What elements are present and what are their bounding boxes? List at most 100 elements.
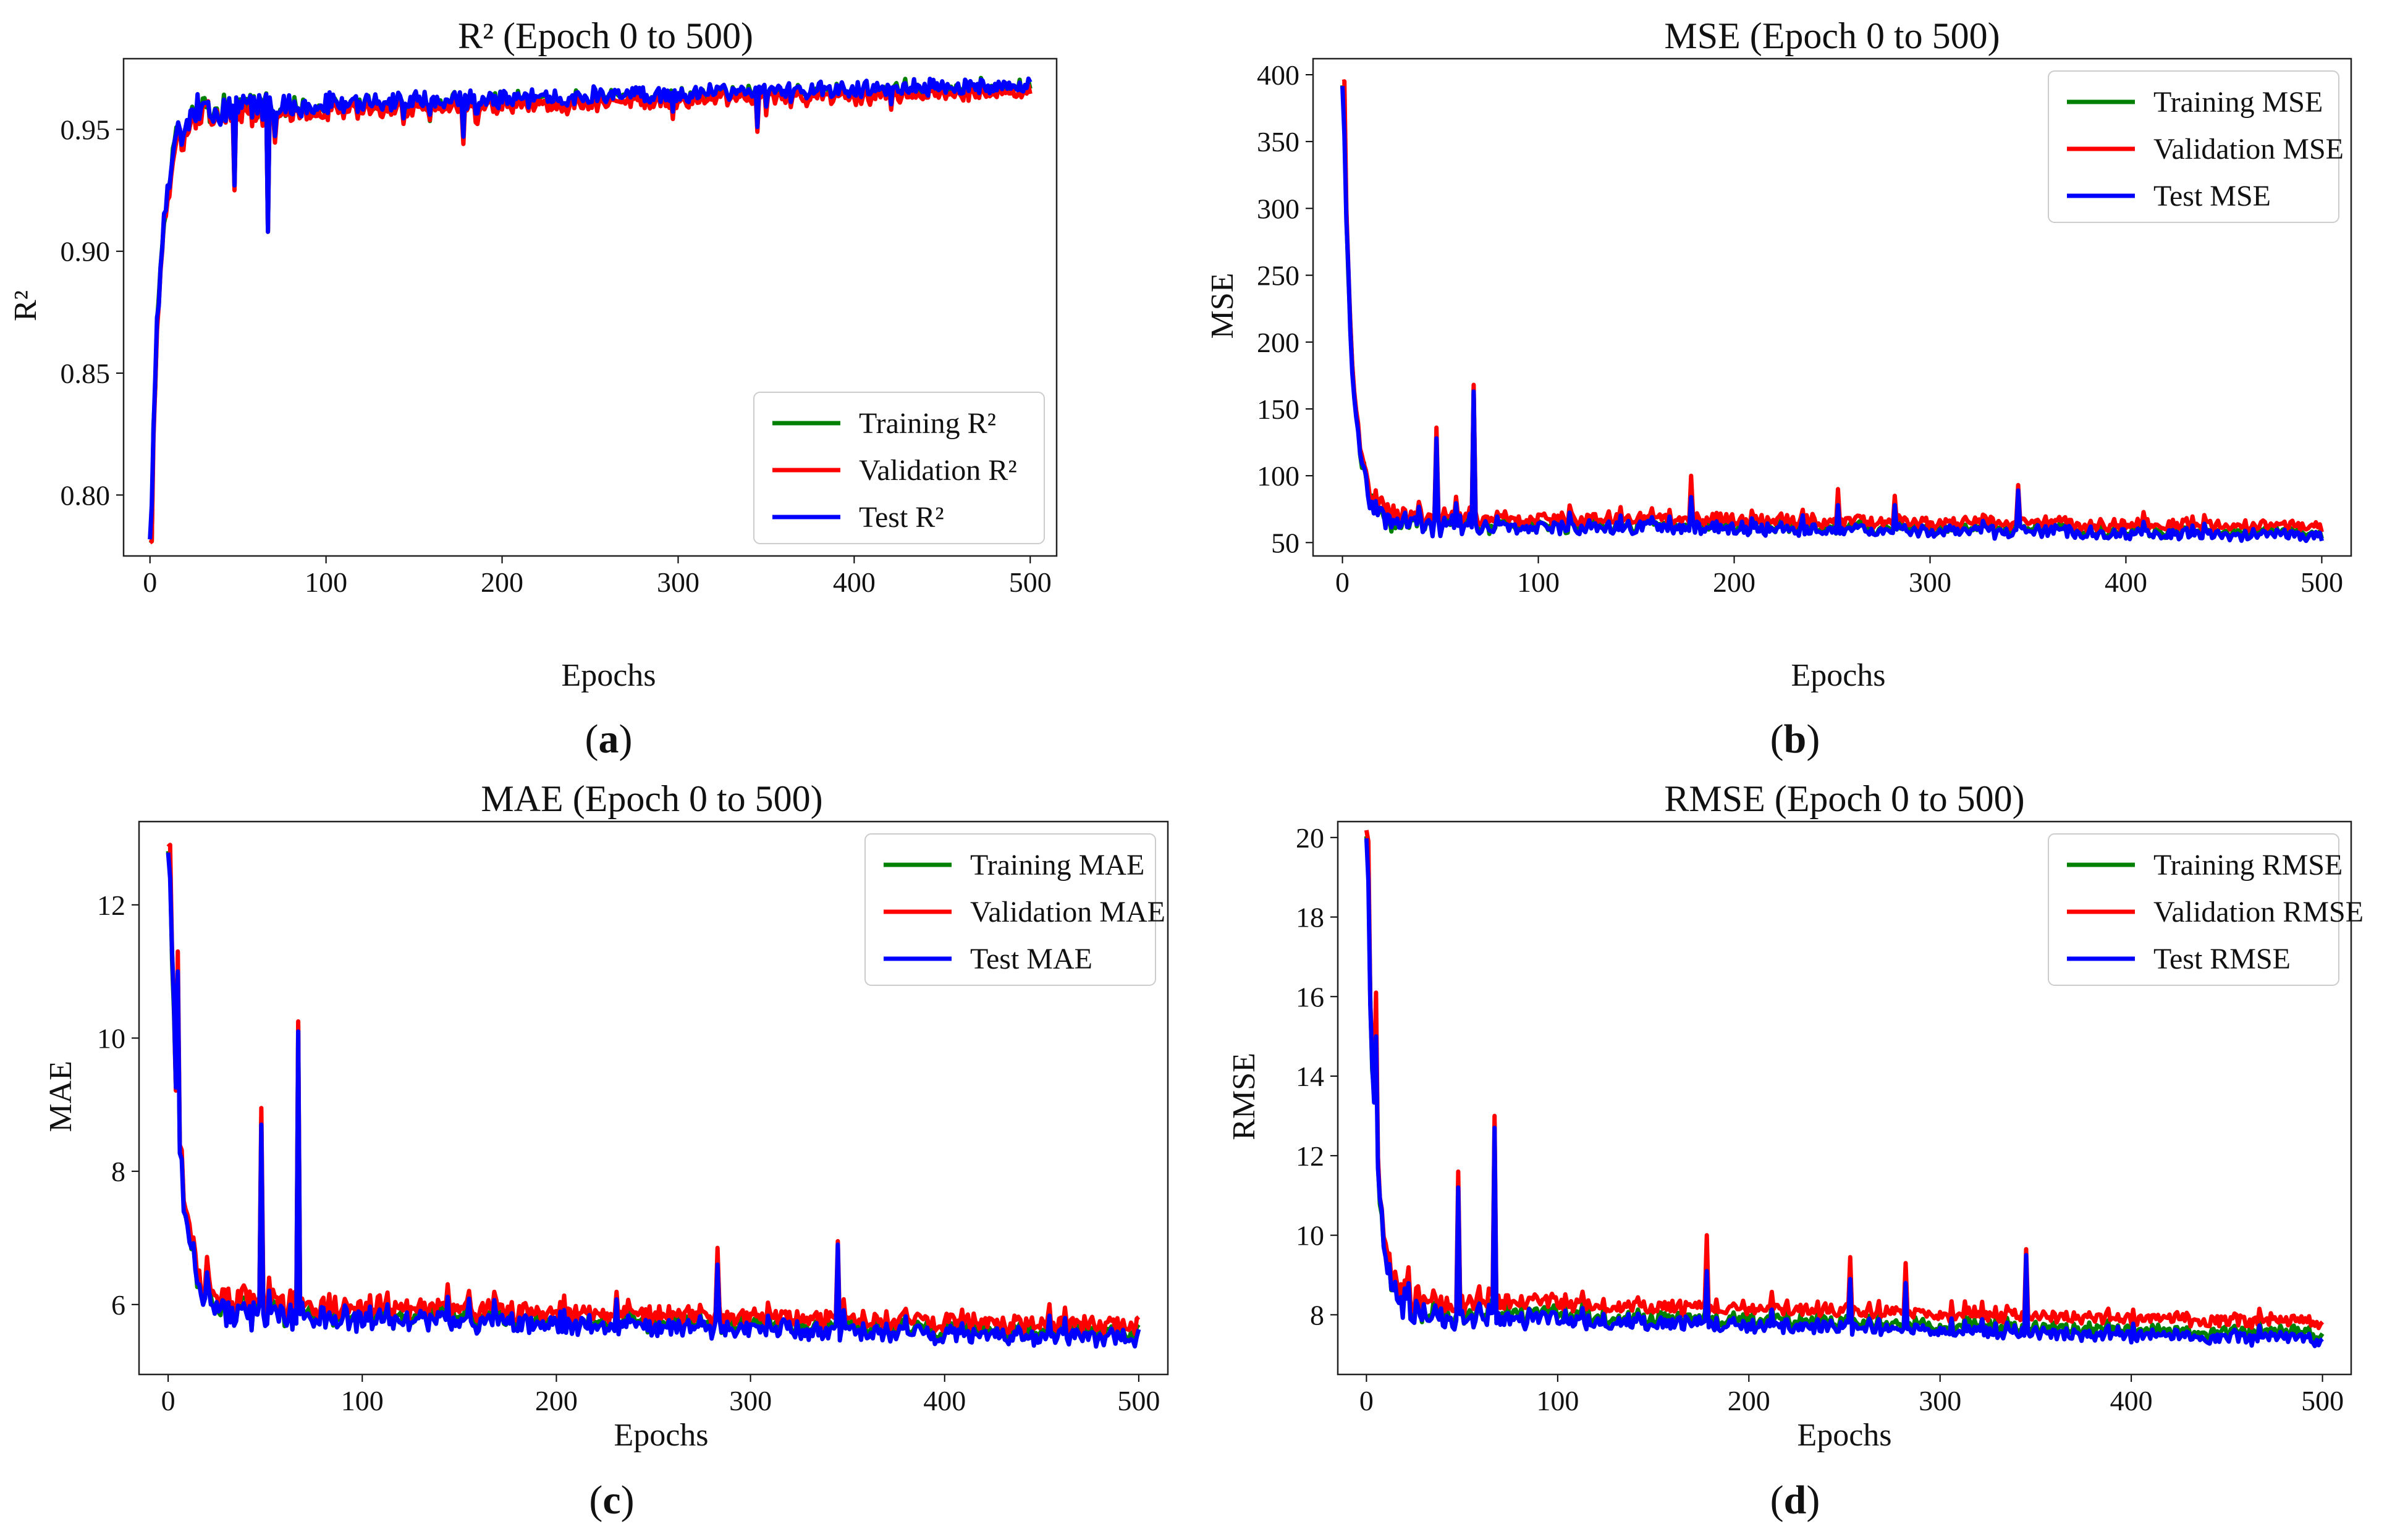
x-tick-label: 100 (341, 1385, 384, 1416)
y-tick-label: 250 (1257, 260, 1299, 292)
x-tick-label: 400 (2110, 1385, 2153, 1416)
panel-label-open-paren: ( (1770, 1478, 1784, 1523)
legend-entry: Validation RMSE (2153, 896, 2364, 928)
y-tick-label: 10 (1296, 1220, 1324, 1252)
x-tick-label: 100 (1517, 566, 1560, 598)
panel-label-close-paren: ) (1806, 717, 1820, 762)
panel-label-close-paren: ) (1806, 1478, 1820, 1523)
y-tick-label: 0.80 (61, 479, 111, 511)
x-tick-label: 500 (2300, 566, 2343, 598)
x-tick-label: 300 (1909, 566, 1951, 598)
series-line-test-mse (1340, 86, 2324, 544)
y-tick-label: 300 (1257, 193, 1299, 224)
legend-box (753, 392, 1045, 544)
legend-entry: Validation MSE (2153, 133, 2344, 166)
y-tick-label: 8 (111, 1156, 125, 1187)
y-tick-label: 0.95 (61, 114, 111, 145)
y-tick-label: 350 (1257, 126, 1299, 158)
x-tick-label: 400 (833, 566, 876, 598)
legend: Training RMSE Validation RMSE Test RMSE (2048, 833, 2364, 986)
y-tick-label: 12 (97, 890, 125, 921)
legend-entry: Test R² (859, 501, 944, 534)
x-tick-label: 100 (1536, 1385, 1579, 1416)
x-tick-label: 300 (1919, 1385, 1961, 1416)
x-tick-label: 400 (2105, 566, 2147, 598)
legend-box (864, 833, 1156, 986)
legend-entry: Training R² (859, 407, 996, 440)
x-tick-label: 200 (535, 1385, 578, 1416)
x-tick-label: 500 (1009, 566, 1052, 598)
x-tick-label: 300 (657, 566, 699, 598)
y-tick-label: 200 (1257, 327, 1299, 358)
legend-entry: Training MSE (2153, 86, 2323, 119)
x-tick-label: 200 (1728, 1385, 1770, 1416)
x-tick-label: 200 (1713, 566, 1755, 598)
x-tick-label: 200 (481, 566, 523, 598)
y-tick-label: 0.85 (61, 358, 111, 389)
x-axis-label: Epochs (561, 658, 656, 693)
y-tick-label: 16 (1296, 981, 1324, 1012)
series-line-validation-rmse (1364, 830, 2325, 1331)
legend: Training MSE Validation MSE Test MSE (2048, 70, 2344, 223)
x-tick-label: 400 (923, 1385, 966, 1416)
series-line-validation-mse (1341, 79, 2324, 534)
y-axis-label: MSE (1205, 273, 1240, 339)
chart-panel-a: R² (Epoch 0 to 500) 0 100 200 300 400 500 0.80 0… (8, 15, 1058, 762)
y-tick-label: 150 (1257, 393, 1299, 425)
y-tick-label: 6 (111, 1289, 125, 1321)
y-tick-label: 14 (1296, 1061, 1324, 1092)
chart-title: R² (Epoch 0 to 500) (458, 15, 753, 56)
x-axis-label: Epochs (1791, 658, 1885, 693)
chart-title: MSE (Epoch 0 to 500) (1664, 15, 2000, 56)
chart-panel-d: RMSE (Epoch 0 to 500) 0 100 200 300 400 500 8 10… (1227, 778, 2364, 1523)
y-tick-label: 50 (1271, 527, 1299, 558)
y-tick-label: 10 (97, 1022, 125, 1054)
panel-label: (c) (589, 1478, 634, 1523)
panel-label-open-paren: ( (1770, 717, 1784, 762)
legend-box (2048, 833, 2339, 986)
x-tick-label: 300 (729, 1385, 772, 1416)
y-tick-label: 0.90 (61, 236, 111, 267)
x-tick-label: 500 (2301, 1385, 2344, 1416)
y-axis-label: R² (8, 290, 43, 321)
x-tick-label: 500 (1117, 1385, 1160, 1416)
panel-label-letter: b (1784, 717, 1807, 762)
panel-label-open-paren: ( (585, 717, 599, 762)
y-tick-label: 8 (1310, 1299, 1324, 1331)
x-axis-label: Epochs (614, 1418, 708, 1453)
x-tick-label: 0 (1359, 1385, 1374, 1416)
series-line-test-r (148, 76, 1033, 540)
y-tick-label: 12 (1296, 1140, 1324, 1172)
axes-frame (1337, 820, 2352, 1376)
y-tick-label: 400 (1257, 59, 1299, 91)
series-line-test-mae (166, 852, 1141, 1349)
x-axis-label: Epochs (1797, 1418, 1891, 1453)
legend-entry: Validation R² (859, 454, 1017, 487)
panel-label-letter: d (1784, 1478, 1807, 1523)
chart-title: MAE (Epoch 0 to 500) (481, 778, 822, 819)
series-line-test-rmse (1364, 838, 2324, 1349)
legend-entry: Test MSE (2153, 180, 2271, 212)
legend-entry: Validation MAE (970, 896, 1165, 928)
x-tick-label: 0 (143, 566, 157, 598)
chart-panel-c: MAE (Epoch 0 to 500) 0 100 200 300 400 500 6 8 10… (43, 778, 1169, 1523)
panel-label: (d) (1770, 1478, 1820, 1523)
x-tick-label: 100 (305, 566, 347, 598)
y-tick-label: 18 (1296, 902, 1324, 933)
x-tick-label: 0 (161, 1385, 175, 1416)
legend-entry: Training RMSE (2153, 849, 2343, 882)
legend: Training R² Validation R² Test R² (753, 392, 1045, 544)
legend-entry: Training MAE (970, 849, 1144, 882)
panel-label-letter: a (599, 717, 619, 762)
y-tick-label: 20 (1296, 822, 1324, 854)
legend-entry: Test RMSE (2153, 943, 2291, 975)
panel-label-letter: c (602, 1478, 620, 1523)
chart-panel-b: MSE (Epoch 0 to 500) 0 100 200 300 400 500 50 10… (1205, 15, 2352, 762)
series-line-validation-mae (166, 843, 1141, 1337)
legend-box (2048, 70, 2339, 223)
axes-frame (122, 57, 1058, 557)
chart-title: RMSE (Epoch 0 to 500) (1664, 778, 2024, 819)
x-tick-label: 0 (1335, 566, 1350, 598)
panel-label: (a) (585, 717, 633, 762)
axes-frame (138, 820, 1169, 1376)
